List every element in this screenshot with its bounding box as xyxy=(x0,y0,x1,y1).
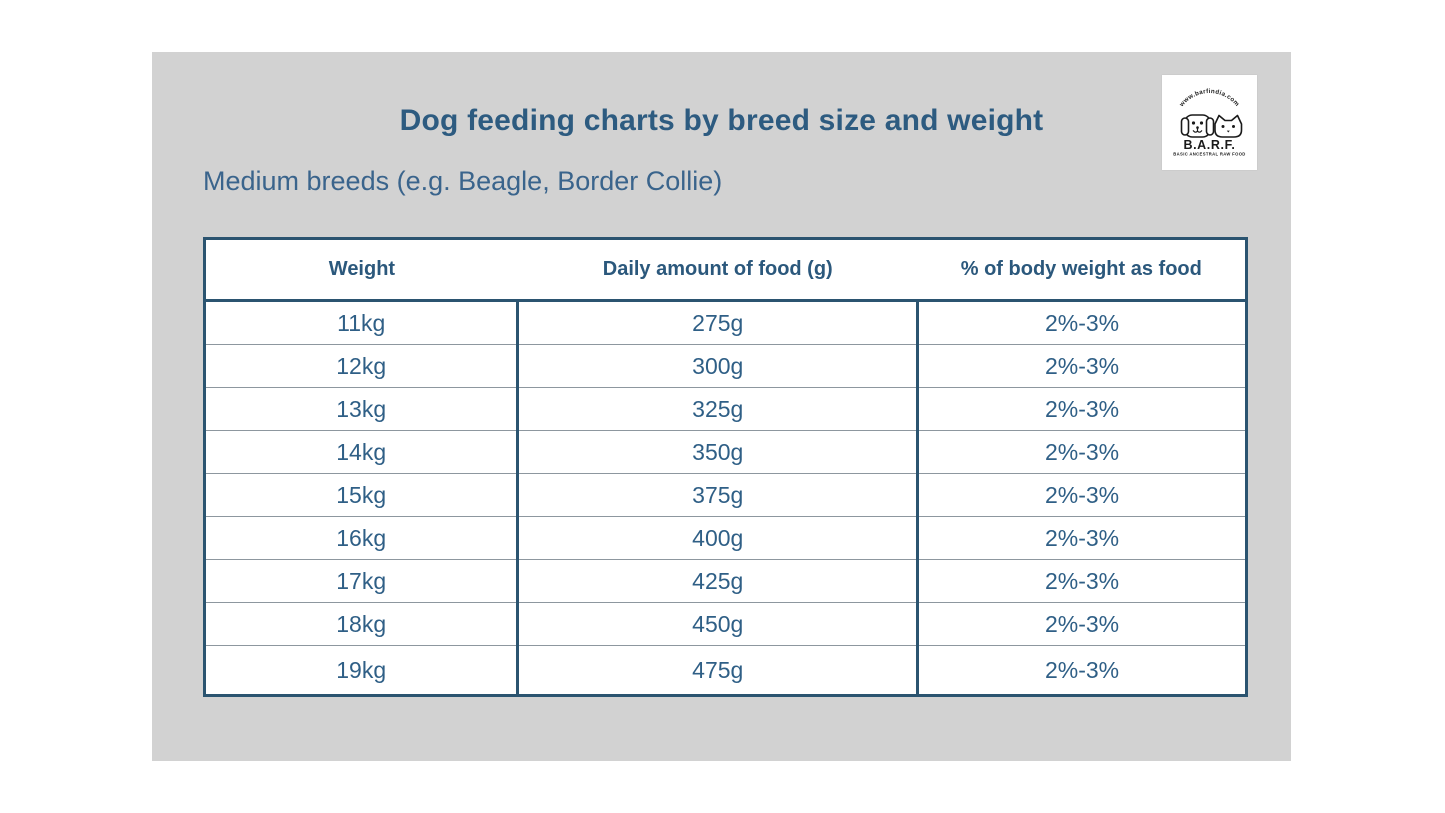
feeding-table: Weight Daily amount of food (g)% of body … xyxy=(203,237,1248,697)
barf-logo: www.barfindia.com xyxy=(1162,75,1257,170)
table-row: 15kg 375g 2%-3% xyxy=(204,473,1247,517)
column-header-2: % of body weight as food xyxy=(917,238,1247,302)
logo-arc-text: www.barfindia.com xyxy=(1178,88,1241,109)
logo-tagline: BASIC ANCESTRAL RAW FOOD xyxy=(1173,152,1245,157)
cat-face-icon xyxy=(1214,114,1243,138)
page-title: Dog feeding charts by breed size and wei… xyxy=(399,104,1044,137)
table-cell: 2%-3% xyxy=(916,344,1247,388)
logo-name: B.A.R.F. xyxy=(1183,138,1235,152)
table-cell: 2%-3% xyxy=(916,559,1247,603)
page-subtitle: Medium breeds (e.g. Beagle, Border Colli… xyxy=(203,166,723,196)
table-cell: 2%-3% xyxy=(916,645,1247,696)
table-row: 11kg 275g 2%-3% xyxy=(204,300,1247,345)
content-panel: Dog feeding charts by breed size and wei… xyxy=(152,52,1291,761)
table-row: 19kg 475g 2%-3% xyxy=(204,645,1247,696)
table-row: 12kg 300g 2%-3% xyxy=(204,344,1247,388)
dog-face-icon xyxy=(1180,114,1215,138)
table-cell: 425g xyxy=(516,559,918,603)
table-cell: 450g xyxy=(516,602,918,646)
table-cell: 13kg xyxy=(204,387,518,431)
table-cell: 11kg xyxy=(204,300,518,345)
table-cell: 2%-3% xyxy=(916,602,1247,646)
feeding-table-body: 11kg 275g 2%-3% 12kg 300g 2%-3% 13kg 325g 2%-3% 1… xyxy=(204,300,1247,696)
table-cell: 18kg xyxy=(204,602,518,646)
table-cell: 19kg xyxy=(204,645,518,696)
column-header-0: Weight xyxy=(204,238,518,302)
table-cell: 2%-3% xyxy=(916,300,1247,345)
table-cell: 2%-3% xyxy=(916,430,1247,474)
table-cell: 300g xyxy=(516,344,918,388)
header-row: Weight Daily amount of food (g)% of body … xyxy=(204,238,1247,302)
column-header-1: Daily amount of food (g) xyxy=(517,238,918,302)
table-cell: 400g xyxy=(516,516,918,560)
table-cell: 15kg xyxy=(204,473,518,517)
table-cell: 2%-3% xyxy=(916,387,1247,431)
table-row: 16kg 400g 2%-3% xyxy=(204,516,1247,560)
svg-text:www.barfindia.com: www.barfindia.com xyxy=(1178,88,1241,109)
table-cell: 16kg xyxy=(204,516,518,560)
table-row: 14kg 350g 2%-3% xyxy=(204,430,1247,474)
table-cell: 17kg xyxy=(204,559,518,603)
table-row: 17kg 425g 2%-3% xyxy=(204,559,1247,603)
table-cell: 325g xyxy=(516,387,918,431)
table-cell: 14kg xyxy=(204,430,518,474)
table-row: 13kg 325g 2%-3% xyxy=(204,387,1247,431)
dog-and-cat-line-art-icon: www.barfindia.com xyxy=(1173,88,1245,157)
table-cell: 350g xyxy=(516,430,918,474)
table-cell: 375g xyxy=(516,473,918,517)
table-cell: 275g xyxy=(516,300,918,345)
table-cell: 12kg xyxy=(204,344,518,388)
table-cell: 475g xyxy=(516,645,918,696)
table-cell: 2%-3% xyxy=(916,516,1247,560)
table-row: 18kg 450g 2%-3% xyxy=(204,602,1247,646)
table-cell: 2%-3% xyxy=(916,473,1247,517)
feeding-table-head: Weight Daily amount of food (g)% of body … xyxy=(204,238,1247,302)
